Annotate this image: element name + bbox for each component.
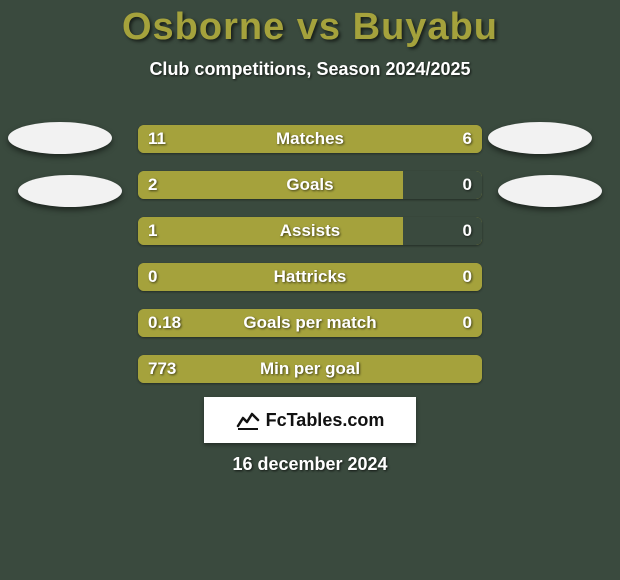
stat-value-right: 6 (463, 125, 472, 153)
subtitle: Club competitions, Season 2024/2025 (0, 59, 620, 80)
player1-name: Osborne (122, 6, 285, 48)
page-title: Osborne vs Buyabu (0, 0, 620, 49)
logo-text: FcTables.com (266, 410, 385, 431)
stat-row: Hattricks0 0 (138, 263, 482, 291)
player1-avatar-2 (18, 175, 122, 207)
fctables-logo[interactable]: FcTables.com (204, 397, 416, 443)
stat-row: Goals2 0 (138, 171, 482, 199)
stat-value-left: 11 (148, 125, 166, 153)
stat-label: Assists (138, 217, 482, 245)
stat-value-right: 0 (463, 217, 472, 245)
stat-row: Goals per match0.18 0 (138, 309, 482, 337)
stat-value-right: 0 (463, 171, 472, 199)
stat-row: Matches11 6 (138, 125, 482, 153)
stat-row: Assists1 0 (138, 217, 482, 245)
stat-label: Hattricks (138, 263, 482, 291)
stat-label: Goals per match (138, 309, 482, 337)
stat-label: Matches (138, 125, 482, 153)
stat-value-right: 0 (463, 263, 472, 291)
stat-label: Goals (138, 171, 482, 199)
chart-icon (236, 410, 260, 430)
vs-word: vs (297, 6, 341, 48)
stat-row: Min per goal773 (138, 355, 482, 383)
stats-area: Matches116Goals20Assists10Hattricks00Goa… (138, 125, 482, 401)
comparison-card: Osborne vs Buyabu Club competitions, Sea… (0, 0, 620, 580)
player2-avatar-1 (488, 122, 592, 154)
stat-value-left: 0 (148, 263, 157, 291)
player2-name: Buyabu (353, 6, 498, 48)
date-label: 16 december 2024 (0, 454, 620, 475)
stat-value-left: 2 (148, 171, 157, 199)
stat-value-left: 0.18 (148, 309, 181, 337)
stat-label: Min per goal (138, 355, 482, 383)
player1-avatar-1 (8, 122, 112, 154)
stat-value-right: 0 (463, 309, 472, 337)
player2-avatar-2 (498, 175, 602, 207)
stat-value-left: 773 (148, 355, 176, 383)
stat-value-left: 1 (148, 217, 157, 245)
